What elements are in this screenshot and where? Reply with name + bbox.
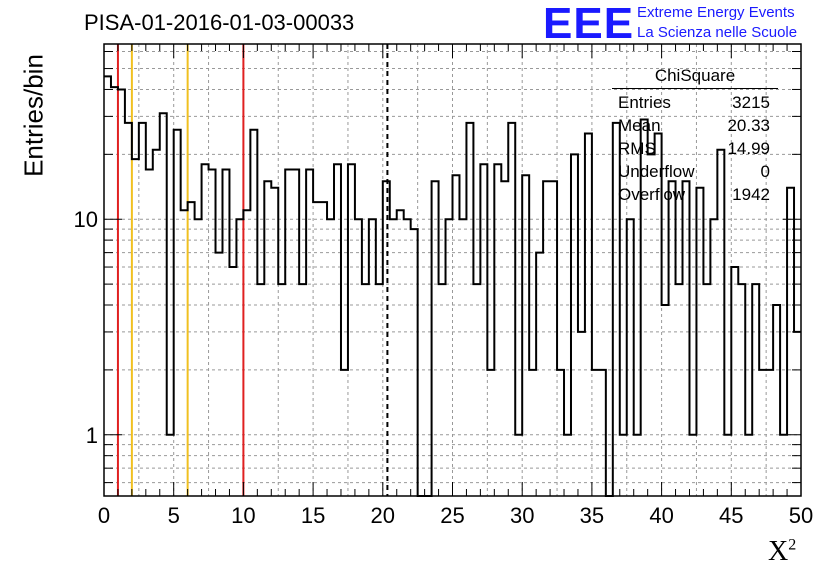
x-tick-label: 20	[371, 503, 395, 528]
x-tick-label: 5	[168, 503, 180, 528]
marker-lines	[116, 44, 389, 496]
x-tick-label: 10	[231, 503, 255, 528]
stats-row: Entries 3215	[612, 91, 778, 114]
stats-label: Underflow	[618, 162, 695, 181]
stats-value: 3215	[732, 93, 770, 112]
x-tick-label: 0	[98, 503, 110, 528]
stats-value: 20.33	[727, 116, 770, 135]
logo-tagline-1: Extreme Energy Events	[637, 4, 795, 21]
y-tick-label: 10	[74, 207, 98, 232]
x-tick-label: 45	[719, 503, 743, 528]
axis-ticks	[103, 44, 802, 496]
logo-tagline-2: La Scienza nelle Scuole	[637, 24, 798, 41]
stats-value: 0	[760, 162, 770, 181]
stats-label: RMS	[618, 139, 656, 158]
x-tick-label: 30	[510, 503, 534, 528]
stats-row: Mean 20.33	[612, 114, 778, 137]
eee-logo: EEE	[543, 0, 635, 48]
x-tick-label: 15	[301, 503, 325, 528]
stats-row: Overflow 1942	[612, 183, 778, 206]
chart-title: PISA-01-2016-01-03-00033	[84, 10, 355, 35]
x-tick-label: 40	[649, 503, 673, 528]
stats-value: 14.99	[727, 139, 770, 158]
x-tick-label: 35	[580, 503, 604, 528]
stats-title: ChiSquare	[612, 66, 778, 89]
tick-labels: 0 5 10 15 20 25 30 35 40 45 50 1 10	[74, 207, 814, 528]
x-axis-label-sup: 2	[788, 536, 797, 554]
histogram-line	[104, 75, 801, 497]
y-axis-label: Entries/bin	[18, 54, 49, 177]
stats-label: Mean	[618, 116, 661, 135]
x-axis-label-base: X	[768, 536, 789, 567]
stats-label: Entries	[618, 93, 671, 112]
y-tick-label: 1	[86, 423, 98, 448]
stats-label: Overflow	[618, 185, 686, 204]
stats-value: 1942	[732, 185, 770, 204]
stats-box: ChiSquare Entries 3215 Mean 20.33 RMS 14.99…	[612, 66, 778, 206]
x-tick-label: 25	[440, 503, 464, 528]
stats-row: RMS 14.99	[612, 137, 778, 160]
stats-row: Underflow 0	[612, 160, 778, 183]
x-tick-label: 50	[789, 503, 813, 528]
x-axis-label: X2	[768, 536, 796, 568]
